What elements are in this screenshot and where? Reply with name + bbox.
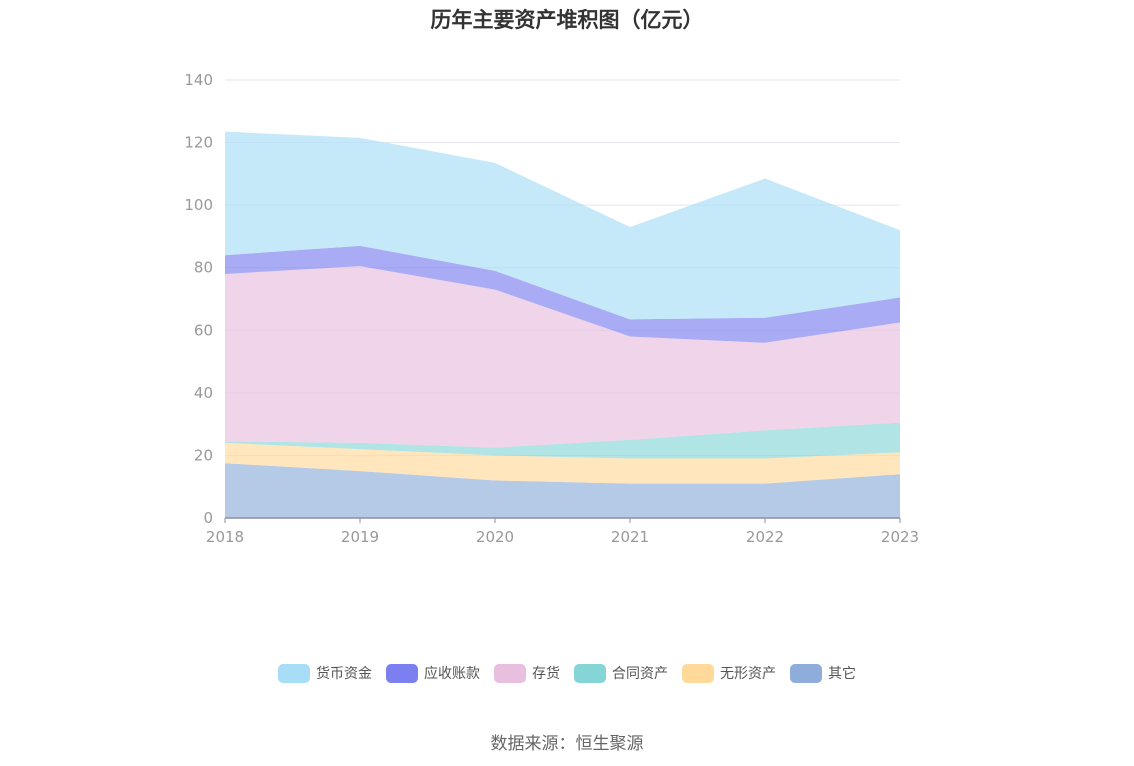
legend-swatch: [790, 663, 822, 683]
x-tick-label: 2018: [206, 528, 244, 546]
area-series-1: [225, 442, 900, 484]
data-source-note: 数据来源：恒生聚源: [490, 734, 644, 754]
x-tick-label: 2021: [611, 528, 649, 546]
y-tick-label: 80: [194, 259, 213, 277]
y-tick-label: 60: [194, 321, 213, 339]
legend-item[interactable]: 货币资金: [278, 663, 372, 683]
legend-label: 存货: [532, 666, 560, 682]
x-tick-label: 2023: [881, 528, 919, 546]
legend-swatch: [386, 663, 418, 683]
legend-swatch: [682, 663, 714, 683]
y-tick-label: 140: [184, 71, 213, 89]
legend-item[interactable]: 无形资产: [682, 663, 776, 683]
legend-swatch: [494, 663, 526, 683]
legend-item[interactable]: 其它: [790, 663, 856, 683]
legend-label: 货币资金: [316, 666, 372, 682]
area-series-3: [225, 266, 900, 448]
legend-label: 无形资产: [720, 666, 776, 682]
legend: 货币资金 应收账款 存货 合同资产 无形资产 其它: [0, 663, 1134, 683]
y-tick-label: 40: [194, 384, 213, 402]
legend-swatch: [574, 663, 606, 683]
legend-swatch: [278, 663, 310, 683]
y-tick-label: 100: [184, 196, 213, 214]
legend-label: 合同资产: [612, 666, 668, 682]
chart-title: 历年主要资产堆积图（亿元）: [430, 8, 704, 32]
axes: 0 20 40 60 80 100 120 140 2018 2019 2020 2021 2022 20…: [184, 71, 919, 546]
y-tick-label: 120: [184, 134, 213, 152]
legend-label: 其它: [828, 666, 856, 682]
area-series-group: [225, 131, 900, 518]
x-tick-label: 2020: [476, 528, 514, 546]
legend-item[interactable]: 存货: [494, 663, 560, 683]
area-series-2: [225, 422, 900, 459]
x-tick-label: 2019: [341, 528, 379, 546]
legend-label: 应收账款: [424, 666, 480, 682]
area-series-5: [225, 131, 900, 320]
y-tick-label: 0: [203, 509, 213, 527]
legend-item[interactable]: 应收账款: [386, 663, 480, 683]
area-series-0: [225, 463, 900, 518]
y-tick-label: 20: [194, 446, 213, 464]
area-series-4: [225, 245, 900, 343]
x-tick-label: 2022: [746, 528, 784, 546]
legend-item[interactable]: 合同资产: [574, 663, 668, 683]
